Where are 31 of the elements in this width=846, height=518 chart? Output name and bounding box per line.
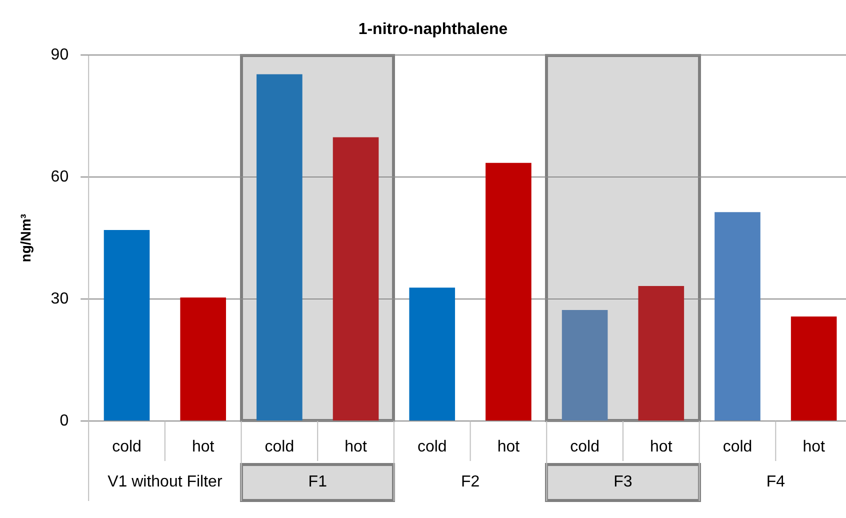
bar (486, 162, 532, 420)
chart-title: 1-nitro-naphthalene (358, 21, 508, 38)
text: F3 (614, 473, 632, 490)
x-tick-label: hot (344, 438, 368, 456)
bar (180, 297, 226, 420)
bar (714, 212, 760, 420)
text: F2 (460, 473, 480, 490)
bar (332, 137, 379, 420)
x-tick-label: cold (264, 438, 294, 456)
x-tick-label: hot (497, 438, 520, 456)
x-tick-label: hot (802, 438, 826, 456)
y-axis-title: ng/Nm³ (17, 214, 34, 262)
text: V1 without Filter (108, 473, 223, 490)
bar (409, 288, 456, 420)
y-tick-label: 90 (50, 46, 69, 64)
x-tick-label: cold (112, 438, 142, 456)
x-tick-label: hot (192, 438, 215, 456)
text: F4 (766, 473, 786, 490)
y-tick-label: 30 (50, 290, 69, 308)
x-tick-label: cold (722, 438, 752, 456)
bar (562, 310, 608, 420)
bar (256, 74, 302, 420)
x-tick-label: hot (650, 438, 673, 456)
x-tick-label: cold (570, 438, 600, 456)
bar (638, 286, 684, 420)
y-tick-label: 0 (60, 412, 69, 430)
x-tick-label: cold (417, 438, 447, 456)
bar (790, 316, 837, 420)
y-tick-label: 60 (50, 168, 69, 186)
text: F1 (308, 473, 328, 490)
bar (104, 230, 150, 420)
